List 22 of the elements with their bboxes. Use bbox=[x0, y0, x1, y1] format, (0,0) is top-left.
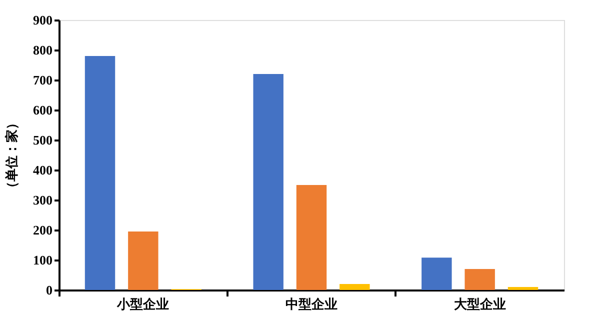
bar bbox=[340, 284, 370, 290]
y-tick-label: 500 bbox=[33, 132, 52, 148]
bar bbox=[84, 56, 116, 290]
y-tick-label: 100 bbox=[33, 252, 52, 268]
x-tick-label: 大型企业 bbox=[454, 298, 506, 312]
y-tick-label: 700 bbox=[33, 72, 52, 88]
y-tick-label: 300 bbox=[33, 192, 52, 208]
bar bbox=[296, 185, 327, 290]
y-tick-label: 800 bbox=[33, 42, 52, 58]
y-tick-label: 0 bbox=[46, 282, 52, 298]
bar bbox=[128, 232, 158, 290]
x-tick-label: 小型企业 bbox=[116, 298, 170, 312]
y-tick-label: 200 bbox=[33, 222, 52, 238]
y-tick-label: 900 bbox=[33, 12, 52, 28]
bar bbox=[508, 287, 538, 290]
y-tick-label: 400 bbox=[33, 162, 52, 178]
bar bbox=[253, 74, 284, 290]
y-tick-label: 600 bbox=[33, 102, 52, 118]
bar bbox=[464, 269, 495, 290]
bar bbox=[422, 258, 452, 290]
y-axis-title: （单位：家） bbox=[4, 116, 20, 194]
x-tick-label: 中型企业 bbox=[286, 298, 338, 312]
